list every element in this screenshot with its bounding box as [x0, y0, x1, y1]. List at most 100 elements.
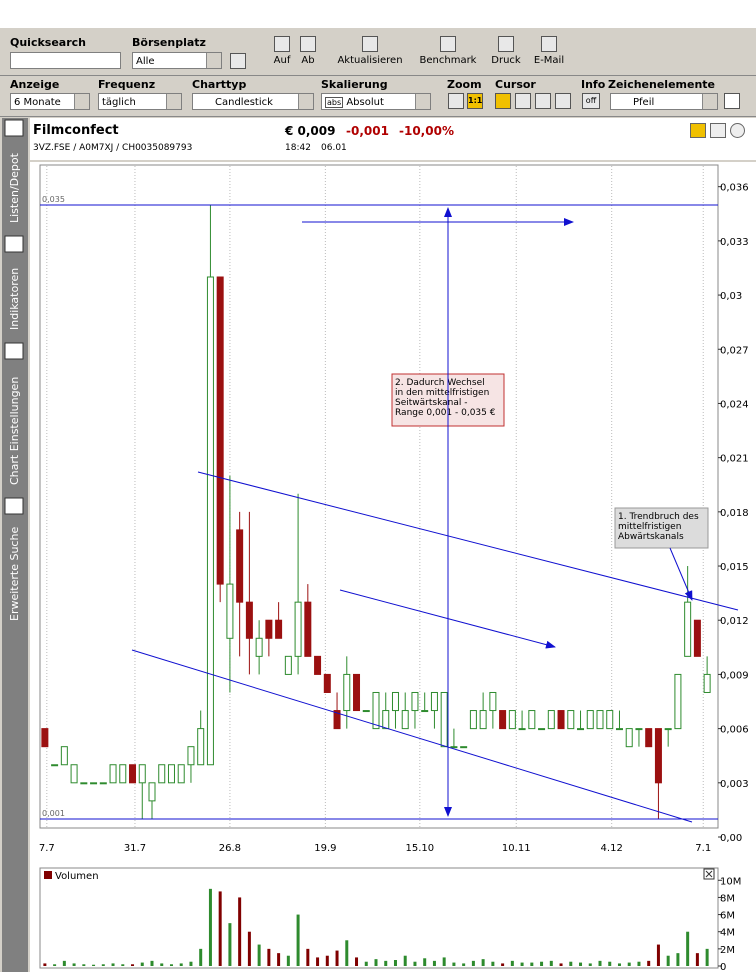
volume-bar: [393, 960, 397, 966]
candle-body: [206, 276, 214, 766]
zoom-ratio[interactable]: 1:1: [467, 93, 483, 109]
volume-bar: [62, 960, 66, 966]
volume-bar: [296, 914, 300, 966]
y-tick-label: 0,027: [720, 345, 749, 356]
x-tick-label: 19.9: [314, 843, 336, 854]
candle-body: [508, 710, 516, 730]
volume-bar: [695, 953, 699, 966]
volume-bar: [491, 961, 495, 966]
select-value: Absolut: [346, 97, 384, 108]
volume-bar: [705, 948, 709, 966]
quicksearch-input[interactable]: [10, 52, 121, 69]
view-news[interactable]: [710, 123, 726, 138]
volume-bar: [355, 957, 359, 966]
sidebar-tab[interactable]: Chart Einstellungen: [8, 377, 21, 485]
candle-body: [664, 728, 672, 731]
candle-body: [119, 764, 127, 784]
candle-body: [635, 728, 643, 731]
candle-body: [41, 728, 49, 748]
volume-bar: [92, 964, 96, 966]
candle-body: [372, 691, 380, 730]
up-btn-wrap: Auf: [273, 36, 291, 66]
toolbar-divider: [0, 116, 756, 117]
candle-body: [684, 601, 692, 657]
info-button[interactable]: off: [582, 93, 600, 109]
refresh-wrap: Aktualisieren: [333, 36, 407, 66]
level-label: 0,035: [42, 195, 65, 204]
line-tool[interactable]: [724, 93, 740, 109]
candle-body: [167, 764, 175, 784]
tab-icon: [4, 342, 24, 360]
down-btn-wrap: Ab: [299, 36, 317, 66]
candle-body: [606, 710, 614, 730]
volume-bar: [72, 963, 76, 966]
volume-bar: [481, 959, 485, 966]
price: € 0,009: [285, 124, 336, 138]
go-button[interactable]: [230, 53, 246, 69]
view-chart[interactable]: [690, 123, 706, 138]
sidebar-tab[interactable]: Listen/Depot: [8, 152, 21, 223]
candle-body: [90, 782, 98, 785]
benchmark-button[interactable]: [440, 36, 456, 52]
button-label: Druck: [491, 55, 521, 66]
candle-body: [577, 728, 585, 731]
candle-body: [479, 710, 487, 730]
cursor-cross[interactable]: [515, 93, 531, 109]
y-tick-label: 4M: [720, 928, 735, 939]
email-button[interactable]: [541, 36, 557, 52]
volume-bar: [179, 963, 183, 966]
candle-body: [557, 710, 565, 730]
view-quote[interactable]: [730, 123, 745, 138]
annotation-text: Seitwärtskanal -: [395, 398, 467, 408]
volume-bar: [510, 960, 514, 966]
instrument-ids: 3VZ.FSE / A0M7XJ / CH0035089793: [33, 143, 193, 153]
volume-bar: [403, 955, 407, 966]
volume-bar: [43, 963, 47, 966]
sidebar-tab[interactable]: Indikatoren: [8, 268, 21, 330]
skalierung-select[interactable]: abs Absolut: [321, 93, 431, 110]
quote-date: 06.01: [321, 143, 347, 153]
candle-body: [391, 691, 399, 712]
volume-bar: [413, 961, 417, 966]
button-label: Ab: [301, 55, 315, 66]
change: -0,001: [346, 124, 389, 138]
volume-bar: [140, 962, 144, 966]
trend-line: [131, 649, 693, 823]
dropdown: [415, 94, 430, 109]
anzeige-select[interactable]: 6 Monate: [10, 93, 90, 110]
legend-swatch: [44, 871, 52, 879]
print-button[interactable]: [498, 36, 514, 52]
x-tick-label: 15.10: [406, 843, 435, 854]
candle-body: [460, 746, 468, 749]
volume-bar: [169, 964, 173, 966]
down-button[interactable]: [300, 36, 316, 52]
sidebar-bg: [2, 118, 28, 972]
sidebar-tab[interactable]: Erweiterte Suche: [8, 527, 21, 621]
boersenplatz-select[interactable]: Alle: [132, 52, 222, 69]
candle-body: [60, 746, 68, 766]
candle-body: [469, 710, 477, 730]
x-tick-label: 26.8: [219, 843, 241, 854]
volume-bar: [111, 963, 115, 966]
quote-time: 18:42: [285, 143, 311, 153]
y-tick-label: 0,036: [720, 183, 749, 194]
setting-label: Zeichenelemente: [608, 78, 716, 91]
volume-bar: [520, 962, 524, 966]
up-button[interactable]: [274, 36, 290, 52]
refresh-button[interactable]: [362, 36, 378, 52]
tab-icon: [4, 497, 24, 515]
zeichen-select[interactable]: Pfeil: [610, 93, 718, 110]
charttyp-select[interactable]: Candlestick: [192, 93, 314, 110]
cursor-pointer[interactable]: [495, 93, 511, 109]
cursor-vertical[interactable]: [535, 93, 551, 109]
volume-bar: [160, 963, 164, 966]
x-tick-label: 7.7: [39, 843, 55, 854]
volume-bar: [432, 960, 436, 966]
cursor-horizontal[interactable]: [555, 93, 571, 109]
candle-body: [538, 728, 546, 731]
candle-body: [528, 710, 536, 730]
quicksearch-label: Quicksearch: [10, 36, 86, 49]
zoom-button[interactable]: [448, 93, 464, 109]
frequenz-select[interactable]: täglich: [98, 93, 182, 110]
